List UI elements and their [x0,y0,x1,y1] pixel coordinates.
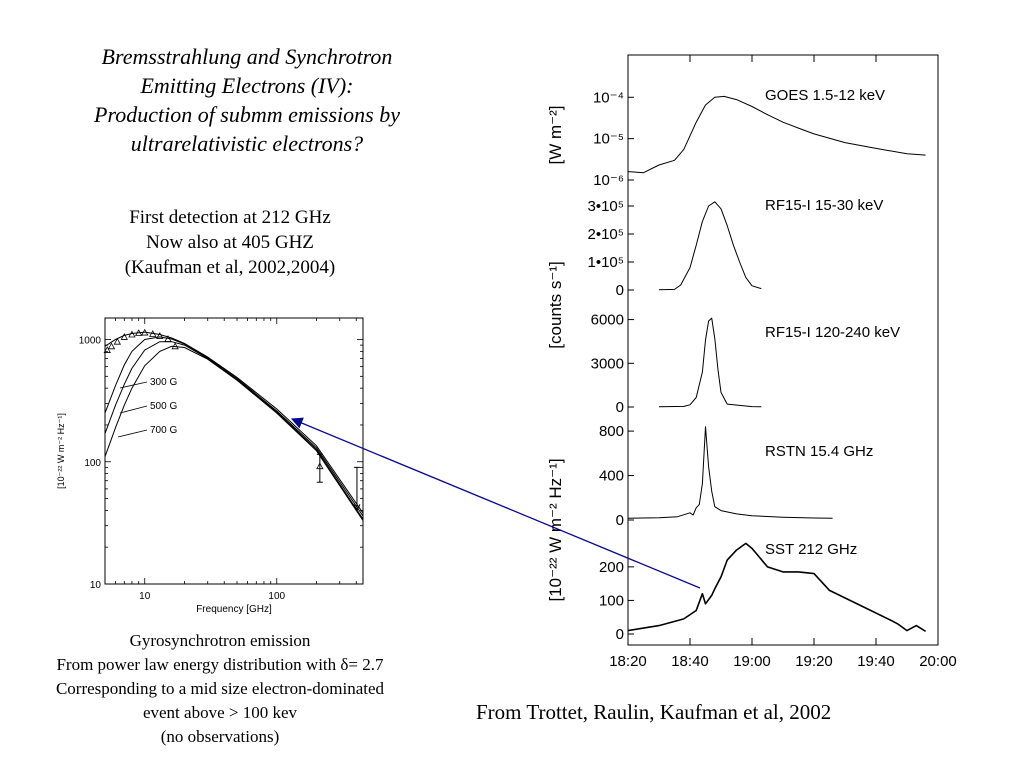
y-axis-label: [10⁻²² W m⁻² Hz⁻¹] [56,413,66,489]
y-tick-label: 2•10⁵ [588,226,625,243]
curve-label-pointer [119,381,148,389]
observation-point [149,330,157,337]
title-line: Emitting Electrons (IV): [140,73,354,98]
y-axis-label: [counts s⁻¹] [546,261,565,348]
detection-line: Now also at 405 GHZ [146,232,314,253]
y-tick-label: 3•10⁵ [588,198,625,215]
y-tick-label: 10 [90,580,102,591]
title-line: Production of submm emissions by [94,102,400,127]
observation-point [164,335,172,342]
y-tick-label: 100 [599,592,624,609]
caption-text: From power law energy distribution with [56,655,341,674]
delta-symbol: δ [340,655,349,674]
spectrum-caption: Gyrosynchrotron emission From power law … [10,629,430,749]
y-tick-label: 1000 [79,336,102,347]
panel-label: RF15-I 15-30 keV [765,197,883,214]
caption-line: event above > 100 kev [142,703,298,722]
curve-label: 500 G [150,401,177,412]
curve-label-pointer [117,429,148,438]
y-tick-label: 3000 [591,355,624,372]
curve-label: 300 G [150,377,177,388]
spectrum-plot-frame [104,317,364,585]
x-tick-label: 18:20 [609,653,647,670]
x-tick-label: 100 [268,591,285,602]
y-tick-label: 200 [599,559,624,576]
y-tick-label: 0 [616,512,624,529]
panel-label: SST 212 GHz [765,541,857,558]
observation-point [171,342,179,350]
observation-point [156,332,164,339]
panel-curve-3 [658,317,762,408]
observation-point [107,342,116,350]
x-tick-label: 20:00 [919,653,957,670]
source-citation: From Trottet, Raulin, Kaufman et al, 200… [476,700,832,724]
spectrum-curve-1 [104,331,364,514]
y-tick-label: 10⁻⁴ [593,89,624,106]
observation-point [103,346,111,353]
y-tick-label: 100 [84,458,101,469]
panel-curve-2 [658,201,762,291]
y-tick-label: 10⁻⁶ [593,172,624,189]
y-tick-label: 10⁻⁵ [593,131,624,148]
y-tick-label: 6000 [591,312,624,329]
x-axis-label: Frequency [GHz] [196,604,272,615]
timeseries-plot-frame [627,54,939,646]
panel-label: GOES 1.5-12 keV [765,87,885,104]
observation-point [120,333,128,340]
spectrum-curve-2 [104,336,364,517]
detection-line: First detection at 212 GHz [129,207,331,228]
y-tick-label: 0 [616,626,624,643]
panel-curve-1 [627,95,926,174]
caption-line: Gyrosynchrotron emission [129,631,311,650]
x-tick-label: 10 [139,591,151,602]
title-line: ultrarelativistic electrons? [130,131,364,156]
caption-line: (no observations) [160,727,280,746]
spectrum-curve-3 [104,341,364,520]
annotation-arrow [290,417,701,589]
upper-limit-arrow [353,504,361,512]
detection-text: First detection at 212 GHz Now also at 4… [70,205,390,280]
y-tick-label: 0 [616,282,624,299]
caption-line: Corresponding to a mid size electron-dom… [55,679,385,698]
y-axis-label: [10⁻²² W m⁻² Hz⁻¹] [546,458,565,601]
x-tick-label: 19:00 [733,653,771,670]
x-tick-label: 18:40 [671,653,709,670]
x-tick-label: 19:40 [857,653,895,670]
slide-title: Bremsstrahlung and Synchrotron Emitting … [40,42,454,158]
detection-line: (Kaufman et al, 2002,2004) [124,257,336,278]
observation-point [135,329,143,336]
panel-curve-4 [627,426,833,519]
curve-label: 700 G [150,425,177,436]
y-tick-label: 0 [616,399,624,416]
y-tick-label: 1•10⁵ [588,254,625,271]
x-tick-label: 19:20 [795,653,833,670]
panel-label: RF15-I 120-240 keV [765,324,900,341]
curve-label-pointer [119,405,148,414]
title-line: Bremsstrahlung and Synchrotron [101,44,393,69]
y-tick-label: 800 [599,423,624,440]
y-tick-label: 400 [599,468,624,485]
caption-text: = 2.7 [348,655,384,674]
panel-label: RSTN 15.4 GHz [765,443,873,460]
y-axis-label: [W m⁻²] [546,105,565,164]
panel-curve-5 [627,542,927,632]
observation-point [113,337,122,345]
observation-point [128,330,136,338]
observation-point [141,328,149,336]
caption-line: From power law energy distribution with … [10,653,430,677]
spectrum-curve-4 [104,345,364,521]
